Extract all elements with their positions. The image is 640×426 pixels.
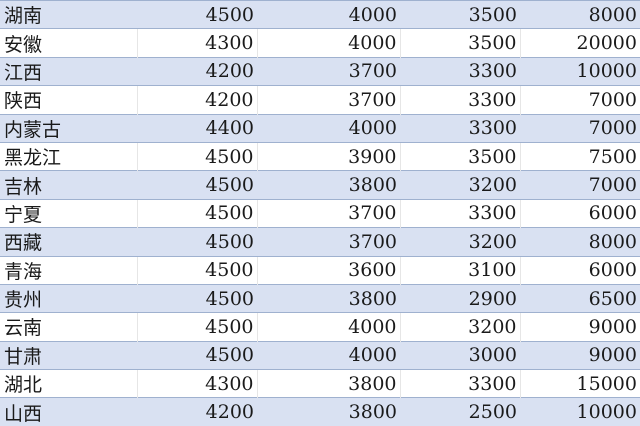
table-row: 西藏 4500 3700 3200 8000 xyxy=(0,227,640,257)
cell-value-3[interactable]: 3200 xyxy=(400,170,520,200)
cell-value-1[interactable]: 4200 xyxy=(137,56,257,86)
cell-value-4[interactable]: 20000 xyxy=(519,28,640,58)
cell-region[interactable]: 湖北 xyxy=(0,369,137,398)
cell-value-3[interactable]: 3000 xyxy=(400,340,520,370)
cell-value-2[interactable]: 3800 xyxy=(257,283,400,313)
cell-value-4[interactable]: 6000 xyxy=(519,198,640,228)
cell-value-4[interactable]: 7500 xyxy=(519,141,640,171)
cell-value-3[interactable]: 3200 xyxy=(399,312,520,342)
cell-value-2[interactable]: 4000 xyxy=(257,0,400,29)
cell-value-1[interactable]: 4300 xyxy=(136,28,257,58)
cell-value-2[interactable]: 4000 xyxy=(256,28,400,58)
cell-value-3[interactable]: 3100 xyxy=(399,255,520,285)
cell-value-2[interactable]: 3800 xyxy=(256,369,400,398)
cell-region[interactable]: 江西 xyxy=(0,56,137,86)
cell-region[interactable]: 安徽 xyxy=(0,28,137,58)
cell-value-4[interactable]: 7000 xyxy=(520,113,640,143)
cell-value-4[interactable]: 15000 xyxy=(519,369,640,398)
cell-region[interactable]: 黑龙江 xyxy=(0,141,137,171)
cell-value-4[interactable]: 9000 xyxy=(520,340,640,370)
table-row: 江西 4200 3700 3300 10000 xyxy=(0,56,640,86)
cell-value-3[interactable]: 3200 xyxy=(400,227,520,257)
table-row: 山西 4200 3800 2500 10000 xyxy=(0,397,640,426)
cell-value-4[interactable]: 8000 xyxy=(520,0,640,29)
cell-value-1[interactable]: 4500 xyxy=(137,340,257,370)
cell-value-4[interactable]: 7000 xyxy=(520,170,640,200)
cell-region[interactable]: 贵州 xyxy=(0,283,137,313)
cell-value-3[interactable]: 3300 xyxy=(399,85,520,115)
cell-value-1[interactable]: 4400 xyxy=(137,113,257,143)
cell-value-3[interactable]: 3500 xyxy=(399,141,520,171)
cell-value-2[interactable]: 3900 xyxy=(256,141,400,171)
cell-value-4[interactable]: 10000 xyxy=(520,397,640,426)
table-row: 黑龙江 4500 3900 3500 7500 xyxy=(0,141,640,171)
cell-value-1[interactable]: 4200 xyxy=(137,397,257,426)
cell-value-3[interactable]: 3300 xyxy=(400,113,520,143)
cell-value-2[interactable]: 3700 xyxy=(256,85,400,115)
cell-value-3[interactable]: 3300 xyxy=(399,369,520,398)
cell-value-2[interactable]: 4000 xyxy=(257,113,400,143)
cell-region[interactable]: 吉林 xyxy=(0,170,137,200)
cell-region[interactable]: 内蒙古 xyxy=(0,113,137,143)
cell-value-3[interactable]: 3500 xyxy=(400,0,520,29)
cell-value-3[interactable]: 2500 xyxy=(400,397,520,426)
table-row: 云南 4500 4000 3200 9000 xyxy=(0,312,640,342)
table-row: 安徽 4300 4000 3500 20000 xyxy=(0,28,640,58)
cell-value-1[interactable]: 4200 xyxy=(136,85,257,115)
cell-value-1[interactable]: 4500 xyxy=(137,170,257,200)
cell-value-3[interactable]: 2900 xyxy=(400,283,520,313)
cell-value-3[interactable]: 3300 xyxy=(400,56,520,86)
cell-value-4[interactable]: 9000 xyxy=(519,312,640,342)
cell-value-1[interactable]: 4500 xyxy=(136,198,257,228)
table-row: 甘肃 4500 4000 3000 9000 xyxy=(0,340,640,370)
cell-value-2[interactable]: 3700 xyxy=(257,56,400,86)
cell-value-4[interactable]: 10000 xyxy=(520,56,640,86)
cell-region[interactable]: 云南 xyxy=(0,312,137,342)
cell-region[interactable]: 陕西 xyxy=(0,85,137,115)
cell-value-1[interactable]: 4500 xyxy=(137,227,257,257)
cell-region[interactable]: 青海 xyxy=(0,255,137,285)
cell-value-2[interactable]: 3600 xyxy=(256,255,400,285)
cell-value-2[interactable]: 3700 xyxy=(256,198,400,228)
cell-value-4[interactable]: 6500 xyxy=(520,283,640,313)
cell-region[interactable]: 宁夏 xyxy=(0,198,137,228)
cell-value-1[interactable]: 4500 xyxy=(136,255,257,285)
table-row: 宁夏 4500 3700 3300 6000 xyxy=(0,198,640,228)
cell-value-2[interactable]: 3700 xyxy=(257,227,400,257)
cell-value-1[interactable]: 4300 xyxy=(136,369,257,398)
cell-value-1[interactable]: 4500 xyxy=(136,312,257,342)
cell-value-4[interactable]: 7000 xyxy=(519,85,640,115)
cell-value-3[interactable]: 3300 xyxy=(399,198,520,228)
cell-region[interactable]: 湖南 xyxy=(0,0,137,29)
cell-value-2[interactable]: 3800 xyxy=(257,170,400,200)
table-row: 吉林 4500 3800 3200 7000 xyxy=(0,170,640,200)
table-row: 陕西 4200 3700 3300 7000 xyxy=(0,85,640,115)
table-row: 贵州 4500 3800 2900 6500 xyxy=(0,283,640,313)
cell-region[interactable]: 甘肃 xyxy=(0,340,137,370)
cell-value-1[interactable]: 4500 xyxy=(137,0,257,29)
cell-value-2[interactable]: 3800 xyxy=(257,397,400,426)
table-row: 湖北 4300 3800 3300 15000 xyxy=(0,369,640,398)
table-row: 内蒙古 4400 4000 3300 7000 xyxy=(0,113,640,143)
cell-value-3[interactable]: 3500 xyxy=(399,28,520,58)
cell-value-2[interactable]: 4000 xyxy=(256,312,400,342)
cell-region[interactable]: 西藏 xyxy=(0,227,137,257)
cell-value-4[interactable]: 6000 xyxy=(519,255,640,285)
cell-value-1[interactable]: 4500 xyxy=(136,141,257,171)
table-row: 青海 4500 3600 3100 6000 xyxy=(0,255,640,285)
cell-region[interactable]: 山西 xyxy=(0,397,137,426)
cell-value-1[interactable]: 4500 xyxy=(137,283,257,313)
table-row: 湖南 4500 4000 3500 8000 xyxy=(0,0,640,29)
cell-value-4[interactable]: 8000 xyxy=(520,227,640,257)
cell-value-2[interactable]: 4000 xyxy=(257,340,400,370)
